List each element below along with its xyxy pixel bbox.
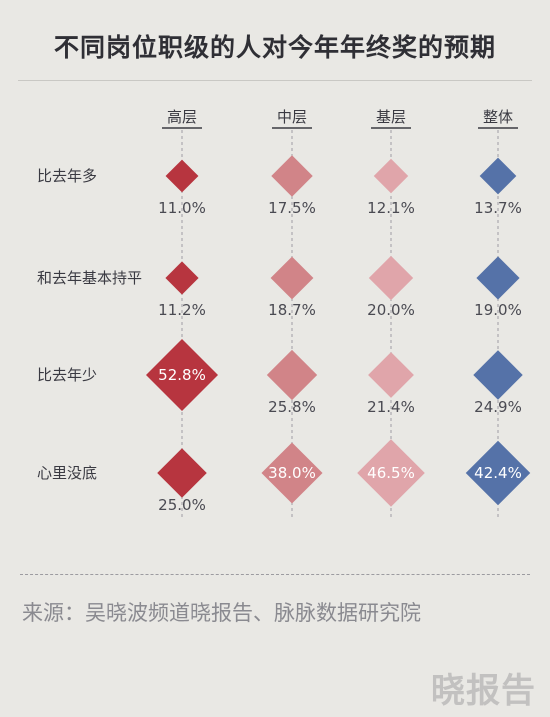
diamond-marker: [473, 350, 523, 400]
source-note: 来源：吴晓波频道晓报告、脉脉数据研究院: [22, 601, 421, 625]
diamond-marker: [476, 256, 520, 300]
diamond-marker: [368, 255, 414, 301]
diamond-marker: [479, 157, 517, 195]
value-label: 25.0%: [158, 496, 206, 514]
diamond-marker: [271, 155, 313, 197]
row-label: 心里没底: [37, 464, 97, 482]
column-header: 中层: [277, 108, 307, 126]
diamond-marker: [465, 440, 531, 506]
diamond-marker: [270, 256, 314, 300]
value-label: 38.0%: [268, 464, 316, 482]
row-label: 和去年基本持平: [37, 269, 142, 287]
value-label: 11.0%: [158, 199, 206, 217]
value-label: 21.4%: [367, 398, 415, 416]
value-label: 25.8%: [268, 398, 316, 416]
value-label: 13.7%: [474, 199, 522, 217]
value-label: 52.8%: [158, 366, 206, 384]
source-divider: [20, 574, 530, 575]
value-label: 18.7%: [268, 301, 316, 319]
value-label: 19.0%: [474, 301, 522, 319]
value-label: 46.5%: [367, 464, 415, 482]
row-label: 比去年多: [37, 167, 97, 185]
value-label: 42.4%: [474, 464, 522, 482]
diamond-marker: [373, 158, 409, 194]
brand-logo: 晓报告: [431, 671, 536, 711]
diamond-marker: [357, 439, 425, 507]
column-header: 基层: [376, 108, 406, 126]
diamond-marker: [165, 159, 199, 193]
column-header: 整体: [483, 108, 513, 126]
chart-title: 不同岗位职级的人对今年年终奖的预期: [53, 33, 496, 62]
diamond-marker: [261, 442, 323, 504]
diamond-marker: [157, 448, 207, 498]
value-label: 11.2%: [158, 301, 206, 319]
diamond-marker: [165, 261, 199, 295]
diamond-marker: [266, 349, 318, 401]
value-label: 20.0%: [367, 301, 415, 319]
row-label: 比去年少: [37, 366, 97, 384]
diamond-marker: [368, 352, 414, 398]
value-label: 17.5%: [268, 199, 316, 217]
value-label: 12.1%: [367, 199, 415, 217]
column-header: 高层: [167, 108, 197, 126]
value-label: 24.9%: [474, 398, 522, 416]
diamond-marker: [146, 339, 218, 411]
title-divider: [18, 80, 532, 81]
